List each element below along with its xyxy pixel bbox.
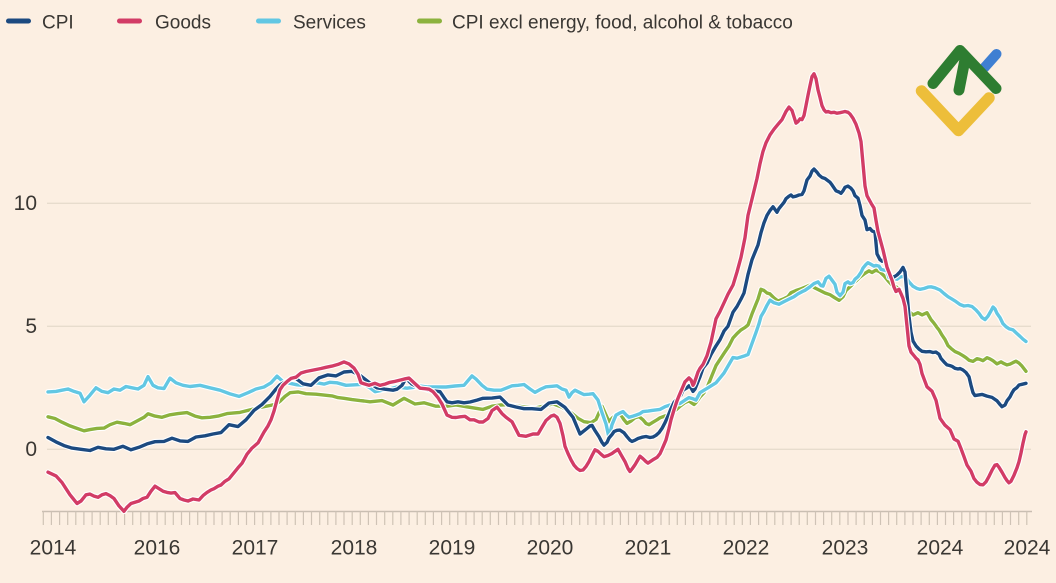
svg-text:2021: 2021 [625, 537, 672, 560]
svg-text:Services: Services [293, 12, 366, 33]
svg-text:2019: 2019 [429, 537, 476, 560]
svg-text:5: 5 [25, 315, 37, 338]
svg-text:2024: 2024 [917, 537, 964, 560]
svg-text:2018: 2018 [331, 537, 378, 560]
svg-text:2017: 2017 [232, 537, 279, 560]
svg-text:2023: 2023 [822, 537, 869, 560]
svg-text:CPI: CPI [42, 12, 74, 33]
svg-text:10: 10 [14, 192, 37, 215]
svg-text:2024: 2024 [1004, 537, 1051, 560]
svg-text:CPI excl energy, food, alcohol: CPI excl energy, food, alcohol & tobacco [452, 12, 793, 33]
svg-text:2014: 2014 [30, 537, 77, 560]
svg-text:0: 0 [25, 438, 37, 461]
svg-text:2016: 2016 [134, 537, 181, 560]
svg-text:Goods: Goods [155, 12, 211, 33]
svg-text:2020: 2020 [527, 537, 574, 560]
svg-text:2022: 2022 [723, 537, 770, 560]
